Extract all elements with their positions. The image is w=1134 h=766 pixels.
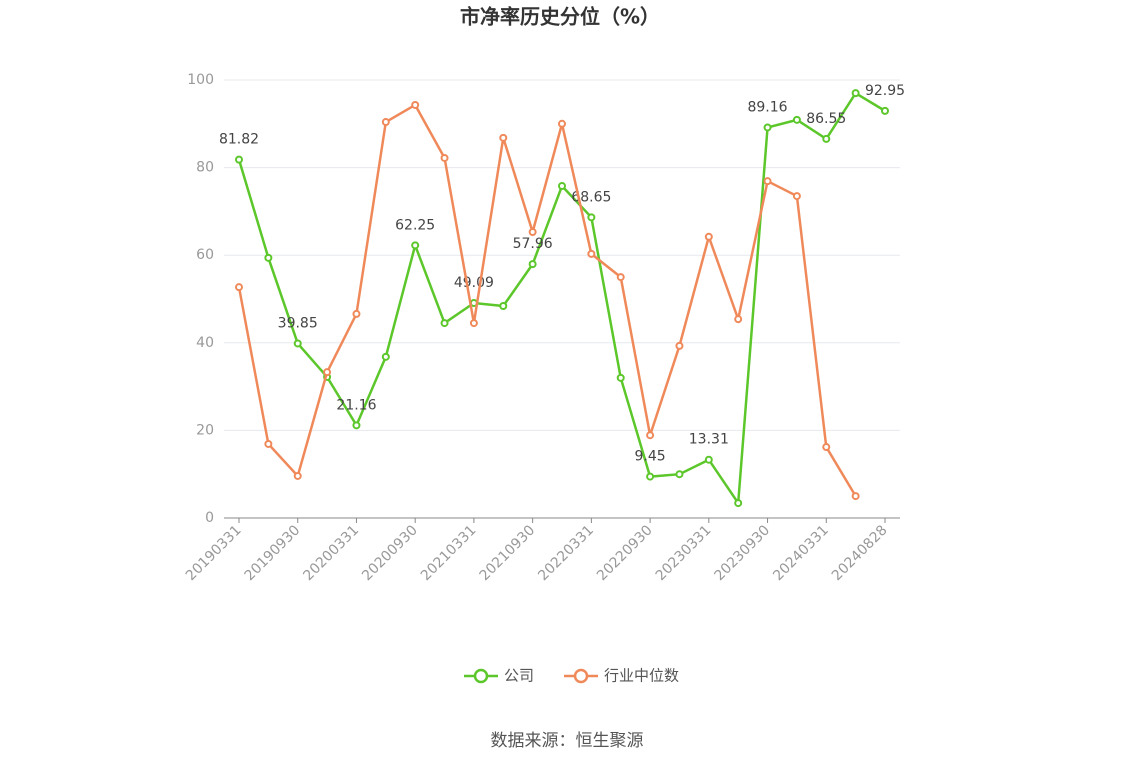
- point: [411, 100, 420, 109]
- point: [323, 368, 332, 377]
- point: [587, 249, 596, 258]
- x-tick-label: 20230331: [653, 522, 715, 584]
- point: [704, 455, 713, 464]
- point: [528, 227, 537, 236]
- value-label: 89.16: [747, 99, 787, 115]
- x-tick-label: 20220930: [594, 522, 656, 584]
- value-label: 86.55: [806, 111, 846, 127]
- point: [499, 133, 508, 142]
- value-label: 49.09: [454, 275, 494, 291]
- value-label: 62.25: [395, 217, 435, 233]
- y-tick-label: 0: [205, 510, 214, 526]
- point: [734, 499, 743, 508]
- legend-marker: [473, 668, 489, 684]
- point: [293, 339, 302, 348]
- value-label: 13.31: [689, 432, 729, 448]
- point: [675, 341, 684, 350]
- x-tick-label: 20240331: [770, 522, 832, 584]
- series-line: [237, 91, 886, 507]
- legend-marker: [573, 668, 589, 684]
- point: [646, 472, 655, 481]
- point: [352, 309, 361, 318]
- y-tick-label: 20: [196, 422, 214, 438]
- point: [675, 470, 684, 479]
- legend-label: 公司: [504, 667, 534, 685]
- value-label: 9.45: [635, 449, 666, 465]
- point: [558, 119, 566, 128]
- x-tick-label: 20200331: [300, 522, 362, 584]
- x-tick-label: 20240828: [829, 522, 891, 584]
- point: [734, 315, 743, 324]
- value-label: 21.16: [336, 397, 376, 413]
- point: [293, 471, 302, 480]
- point: [352, 421, 361, 430]
- point: [381, 352, 390, 361]
- point: [264, 253, 273, 262]
- point: [587, 213, 596, 222]
- value-label: 92.95: [865, 83, 905, 99]
- point: [792, 115, 801, 124]
- value-label: 81.82: [219, 132, 259, 148]
- value-label: 57.96: [513, 236, 553, 252]
- point: [469, 319, 478, 328]
- y-tick-label: 100: [187, 72, 214, 88]
- value-label: 68.65: [571, 189, 611, 205]
- point: [763, 123, 772, 132]
- point: [851, 492, 860, 501]
- x-tick-label: 20190930: [242, 522, 304, 584]
- point: [851, 89, 860, 98]
- point: [440, 319, 449, 328]
- point: [235, 283, 243, 292]
- point: [704, 232, 713, 241]
- point: [616, 373, 625, 382]
- legend-label: 行业中位数: [604, 667, 679, 685]
- point: [235, 155, 243, 164]
- legend-item: 公司: [464, 667, 534, 685]
- y-tick-label: 60: [196, 247, 214, 263]
- point: [558, 181, 566, 190]
- x-tick-label: 20190331: [183, 522, 245, 584]
- x-tick-label: 20210930: [477, 522, 539, 584]
- point: [646, 431, 655, 440]
- x-tick-label: 20230930: [711, 522, 773, 584]
- point: [792, 192, 801, 201]
- y-tick-label: 40: [196, 335, 214, 351]
- point: [822, 443, 831, 452]
- value-label: 39.85: [278, 315, 318, 331]
- point: [528, 260, 537, 269]
- x-tick-label: 20220331: [535, 522, 597, 584]
- point: [763, 177, 772, 186]
- point: [264, 439, 273, 448]
- x-tick-label: 20210331: [418, 522, 480, 584]
- y-tick-label: 80: [196, 160, 214, 176]
- point: [440, 153, 449, 162]
- point: [411, 241, 420, 250]
- legend-item: 行业中位数: [564, 667, 679, 685]
- point: [881, 106, 889, 115]
- point: [381, 118, 390, 127]
- point: [616, 273, 625, 282]
- point: [499, 302, 508, 311]
- source: 数据来源：恒生聚源: [491, 731, 644, 751]
- point: [822, 134, 831, 143]
- chart-title: 市净率历史分位（%）: [460, 5, 660, 29]
- series-line: [237, 103, 857, 497]
- x-tick-label: 20200930: [359, 522, 421, 584]
